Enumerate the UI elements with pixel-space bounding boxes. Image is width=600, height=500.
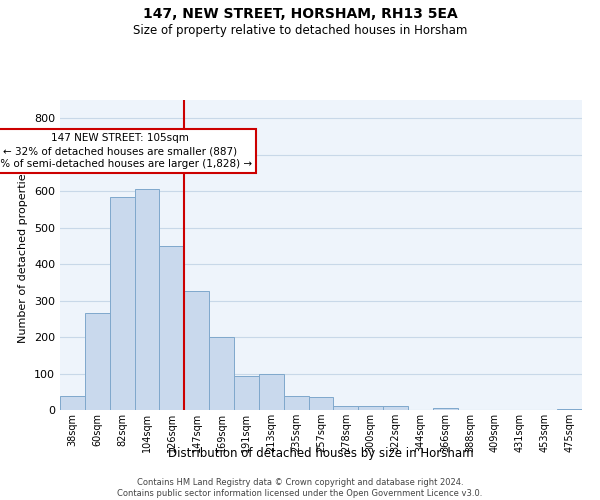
Bar	[160, 246, 184, 410]
Y-axis label: Number of detached properties: Number of detached properties	[19, 168, 28, 342]
Text: Distribution of detached houses by size in Horsham: Distribution of detached houses by size …	[168, 448, 474, 460]
Bar	[234, 376, 259, 410]
Text: Size of property relative to detached houses in Horsham: Size of property relative to detached ho…	[133, 24, 467, 37]
Bar	[85, 314, 110, 410]
Bar	[383, 406, 408, 410]
Bar	[284, 396, 308, 410]
Text: Contains HM Land Registry data © Crown copyright and database right 2024.
Contai: Contains HM Land Registry data © Crown c…	[118, 478, 482, 498]
Bar	[308, 397, 334, 410]
Bar	[209, 337, 234, 410]
Bar	[334, 406, 358, 410]
Text: 147 NEW STREET: 105sqm
← 32% of detached houses are smaller (887)
67% of semi-de: 147 NEW STREET: 105sqm ← 32% of detached…	[0, 133, 252, 169]
Bar	[134, 190, 160, 410]
Text: 147, NEW STREET, HORSHAM, RH13 5EA: 147, NEW STREET, HORSHAM, RH13 5EA	[143, 8, 457, 22]
Bar	[433, 408, 458, 410]
Bar	[110, 196, 134, 410]
Bar	[60, 396, 85, 410]
Bar	[184, 292, 209, 410]
Bar	[259, 374, 284, 410]
Bar	[358, 406, 383, 410]
